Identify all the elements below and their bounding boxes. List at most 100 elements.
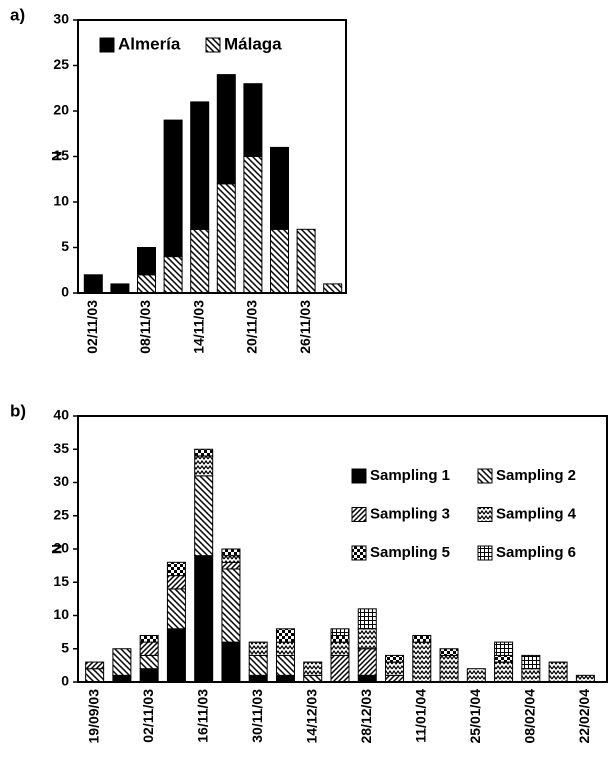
x-tick-label: 20/11/03 <box>244 300 260 354</box>
panel-label: a) <box>10 5 25 24</box>
bar-segment <box>166 628 186 683</box>
y-tick-label: 20 <box>53 540 69 556</box>
bar-segment <box>163 119 183 258</box>
bar-segment <box>166 561 186 577</box>
x-tick-label: 02/11/03 <box>84 300 100 354</box>
plot-frame <box>77 19 347 294</box>
bar-segment <box>412 634 432 643</box>
plot-frame <box>77 415 608 683</box>
bar-segment <box>194 475 214 557</box>
bar-segment <box>330 634 350 643</box>
bar-segment <box>275 641 295 656</box>
y-tick-label: 15 <box>53 147 69 163</box>
bar-segment <box>166 588 186 630</box>
bar-segment <box>357 628 377 650</box>
bar-segment <box>275 628 295 643</box>
bar-segment <box>248 641 268 656</box>
y-tick-label: 5 <box>61 639 69 655</box>
y-tick-label: 20 <box>53 102 69 118</box>
bar-segment <box>303 661 323 676</box>
legend-swatch <box>99 37 115 53</box>
x-tick-label: 16/11/03 <box>194 689 210 743</box>
bar-segment <box>139 634 159 643</box>
legend-swatch <box>477 545 493 561</box>
bar-segment <box>85 661 105 670</box>
bar-segment <box>466 668 486 683</box>
bar-segment <box>548 661 568 683</box>
x-tick-label: 11/01/04 <box>412 689 428 743</box>
bar-segment <box>248 654 268 676</box>
bar-segment <box>83 274 103 294</box>
bar-segment <box>296 228 316 294</box>
bar-segment <box>194 448 214 457</box>
bar-segment <box>139 668 159 683</box>
bar-segment <box>216 183 236 294</box>
bar-segment <box>139 654 159 670</box>
legend-label: Málaga <box>224 34 282 53</box>
bar-segment <box>330 654 350 683</box>
x-tick-label: 14/11/03 <box>190 300 206 354</box>
bar-segment <box>243 83 263 157</box>
bar-segment <box>163 256 183 294</box>
legend-swatch <box>351 507 367 522</box>
legend-label: Sampling 4 <box>496 505 577 522</box>
y-tick-label: 25 <box>53 506 69 522</box>
bar-segment <box>323 283 343 294</box>
bar-segment <box>439 648 459 656</box>
bar-segment <box>139 641 159 656</box>
bar-segment <box>137 247 156 276</box>
bar-segment <box>494 654 514 663</box>
legend-label: Sampling 1 <box>370 467 450 484</box>
x-tick-label: 26/11/03 <box>297 300 313 354</box>
bar-segment <box>137 274 156 294</box>
bar-segment <box>270 146 289 230</box>
legend-label: Sampling 3 <box>370 505 450 522</box>
x-tick-label: 08/11/03 <box>137 300 153 354</box>
bar-segment <box>243 156 263 294</box>
y-tick-label: 10 <box>53 193 69 209</box>
y-tick-label: 5 <box>61 238 69 254</box>
bar-segment <box>385 654 405 663</box>
bar-segment <box>412 641 432 683</box>
bar-segment <box>221 641 241 683</box>
bar-segment <box>216 74 236 185</box>
bar-segment <box>221 568 241 643</box>
legend-label: Sampling 2 <box>496 467 576 484</box>
x-tick-label: 30/11/03 <box>249 689 265 743</box>
y-tick-label: 40 <box>53 407 69 423</box>
y-tick-label: 25 <box>53 56 69 72</box>
x-tick-label: 28/12/03 <box>358 689 374 744</box>
y-tick-label: 35 <box>53 440 69 456</box>
bar-segment <box>194 455 214 477</box>
bar-segment <box>357 648 377 676</box>
y-tick-label: 30 <box>53 473 69 489</box>
y-axis-label: N <box>49 151 65 161</box>
bar-segment <box>112 648 132 676</box>
x-tick-label: 25/01/04 <box>467 689 483 744</box>
x-tick-label: 19/09/03 <box>85 689 101 744</box>
bar-segment <box>275 654 295 676</box>
y-tick-label: 30 <box>53 11 69 27</box>
bar-segment <box>439 654 459 683</box>
bar-segment <box>221 548 241 557</box>
legend-label: Sampling 6 <box>496 544 576 561</box>
bar-segment <box>194 555 214 683</box>
x-tick-label: 14/12/03 <box>303 689 319 744</box>
x-tick-label: 08/02/04 <box>522 689 538 744</box>
bar-segment <box>270 228 289 294</box>
legend-swatch <box>477 507 493 522</box>
legend-swatch <box>205 37 221 53</box>
bar-segment <box>494 661 514 683</box>
legend-label: Sampling 5 <box>370 544 450 561</box>
y-axis-label: N <box>49 544 65 554</box>
legend-label: Almería <box>118 34 181 53</box>
bar-segment <box>85 668 105 683</box>
bar-segment <box>357 608 377 630</box>
y-tick-label: 15 <box>53 573 69 589</box>
x-tick-label: 02/11/03 <box>140 689 156 743</box>
bar-segment <box>385 661 405 676</box>
bar-segment <box>494 641 514 656</box>
bar-segment <box>221 561 241 570</box>
bar-segment <box>190 228 210 294</box>
legend-swatch <box>351 468 367 484</box>
